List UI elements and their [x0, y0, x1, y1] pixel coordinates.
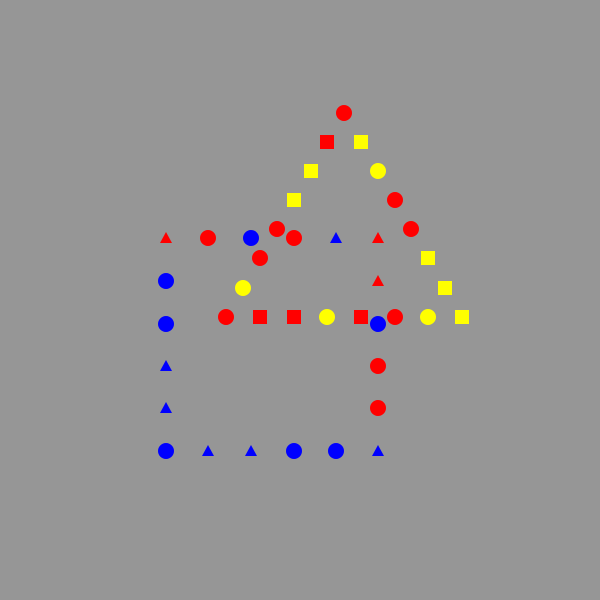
blue-circle — [243, 230, 259, 246]
yellow-circle — [420, 309, 436, 325]
blue-circle — [158, 443, 174, 459]
yellow-square — [455, 310, 469, 324]
red-circle — [336, 105, 352, 121]
red-square — [287, 310, 301, 324]
blue-circle — [158, 273, 174, 289]
yellow-circle — [319, 309, 335, 325]
yellow-square — [354, 135, 368, 149]
blue-triangle — [330, 232, 342, 243]
red-circle — [200, 230, 216, 246]
blue-circle — [286, 443, 302, 459]
red-triangle — [372, 275, 384, 286]
red-circle — [269, 221, 285, 237]
yellow-square — [287, 193, 301, 207]
red-circle — [403, 221, 419, 237]
blue-triangle — [372, 445, 384, 456]
red-circle — [370, 358, 386, 374]
red-square — [354, 310, 368, 324]
red-square — [320, 135, 334, 149]
blue-circle — [158, 316, 174, 332]
yellow-square — [421, 251, 435, 265]
red-triangle — [160, 232, 172, 243]
red-circle — [286, 230, 302, 246]
red-circle — [370, 400, 386, 416]
blue-triangle — [160, 402, 172, 413]
blue-triangle — [245, 445, 257, 456]
blue-circle — [370, 316, 386, 332]
red-circle — [218, 309, 234, 325]
red-circle — [387, 309, 403, 325]
red-triangle — [372, 232, 384, 243]
blue-triangle — [202, 445, 214, 456]
blue-circle — [328, 443, 344, 459]
red-square — [253, 310, 267, 324]
yellow-circle — [370, 163, 386, 179]
yellow-square — [304, 164, 318, 178]
shape-layer — [158, 105, 469, 459]
red-circle — [252, 250, 268, 266]
yellow-square — [438, 281, 452, 295]
yellow-circle — [235, 280, 251, 296]
red-circle — [387, 192, 403, 208]
blue-triangle — [160, 360, 172, 371]
